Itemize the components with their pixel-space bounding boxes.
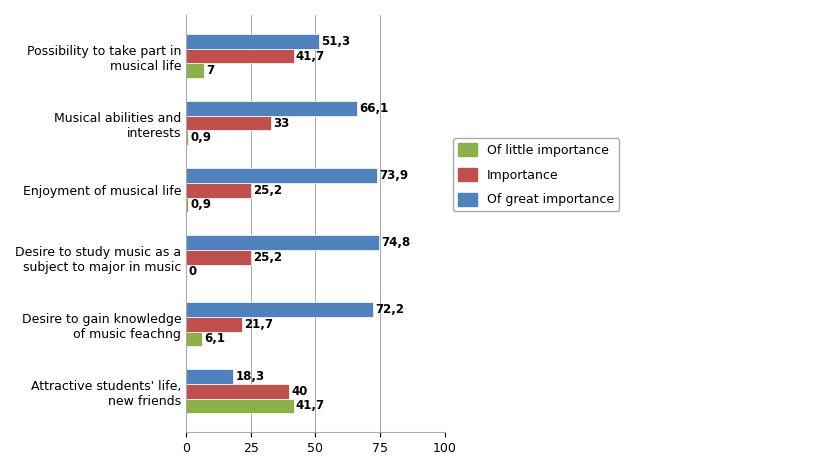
Text: 33: 33 (273, 117, 290, 130)
Legend: Of little importance, Importance, Of great importance: Of little importance, Importance, Of gre… (453, 138, 619, 212)
Text: 74,8: 74,8 (381, 236, 411, 249)
Text: 41,7: 41,7 (296, 49, 325, 63)
Text: 21,7: 21,7 (244, 318, 273, 331)
Text: 73,9: 73,9 (380, 169, 408, 182)
Bar (186, 34, 319, 49)
Bar (186, 250, 251, 265)
Bar (186, 63, 204, 78)
Bar (186, 369, 233, 384)
Text: 6,1: 6,1 (204, 332, 225, 345)
Bar (186, 399, 294, 413)
Text: 40: 40 (291, 384, 308, 398)
Bar (186, 331, 202, 346)
Bar (186, 317, 242, 331)
Text: 7: 7 (206, 64, 214, 78)
Text: 41,7: 41,7 (296, 400, 325, 413)
Bar (186, 168, 377, 183)
Bar (186, 183, 251, 197)
Text: 25,2: 25,2 (254, 251, 282, 264)
Text: 72,2: 72,2 (375, 303, 404, 316)
Text: 0,9: 0,9 (191, 198, 211, 212)
Text: 0,9: 0,9 (191, 131, 211, 144)
Bar (186, 197, 188, 212)
Bar (186, 131, 188, 145)
Bar (186, 101, 357, 116)
Text: 18,3: 18,3 (236, 370, 264, 383)
Text: 51,3: 51,3 (321, 35, 350, 48)
Text: 25,2: 25,2 (254, 184, 282, 196)
Text: 66,1: 66,1 (359, 102, 389, 115)
Bar (186, 235, 380, 250)
Bar (186, 384, 290, 399)
Bar (186, 49, 294, 63)
Bar (186, 302, 373, 317)
Text: 0: 0 (188, 266, 196, 278)
Bar (186, 116, 272, 131)
